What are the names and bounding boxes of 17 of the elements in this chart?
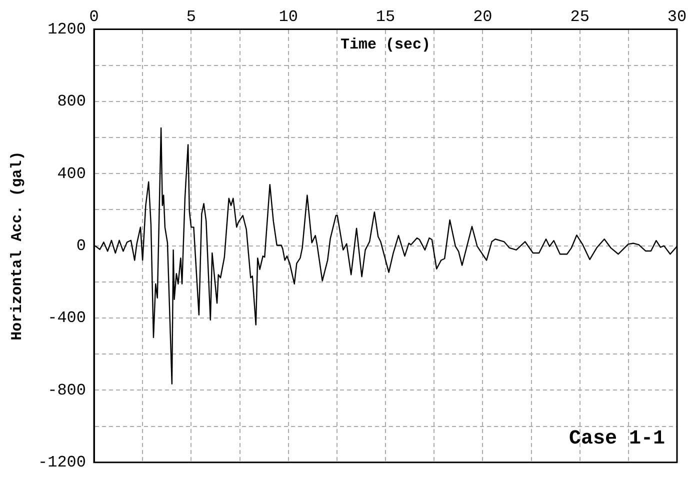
y-tick-label: -800 <box>48 381 86 400</box>
annotation: Case 1-1 <box>568 427 665 450</box>
y-tick-label: 800 <box>57 92 86 111</box>
y-axis-title: Horizontal Acc. (gal) <box>8 151 26 340</box>
y-tick-label: -400 <box>48 309 86 328</box>
x-tick-label: 25 <box>570 8 590 26</box>
x-tick-label: 5 <box>186 8 196 26</box>
x-tick-label: 10 <box>278 8 298 26</box>
x-axis-title: Time (sec) <box>340 36 431 54</box>
x-tick-label: 15 <box>376 8 396 26</box>
x-tick-label: 30 <box>667 8 687 26</box>
y-tick-label: -1200 <box>38 454 86 472</box>
y-tick-label: 400 <box>57 164 86 183</box>
y-tick-label: 1200 <box>48 20 86 38</box>
x-tick-label: 0 <box>89 8 99 26</box>
y-tick-label: 0 <box>76 237 86 256</box>
x-tick-label: 20 <box>473 8 492 26</box>
